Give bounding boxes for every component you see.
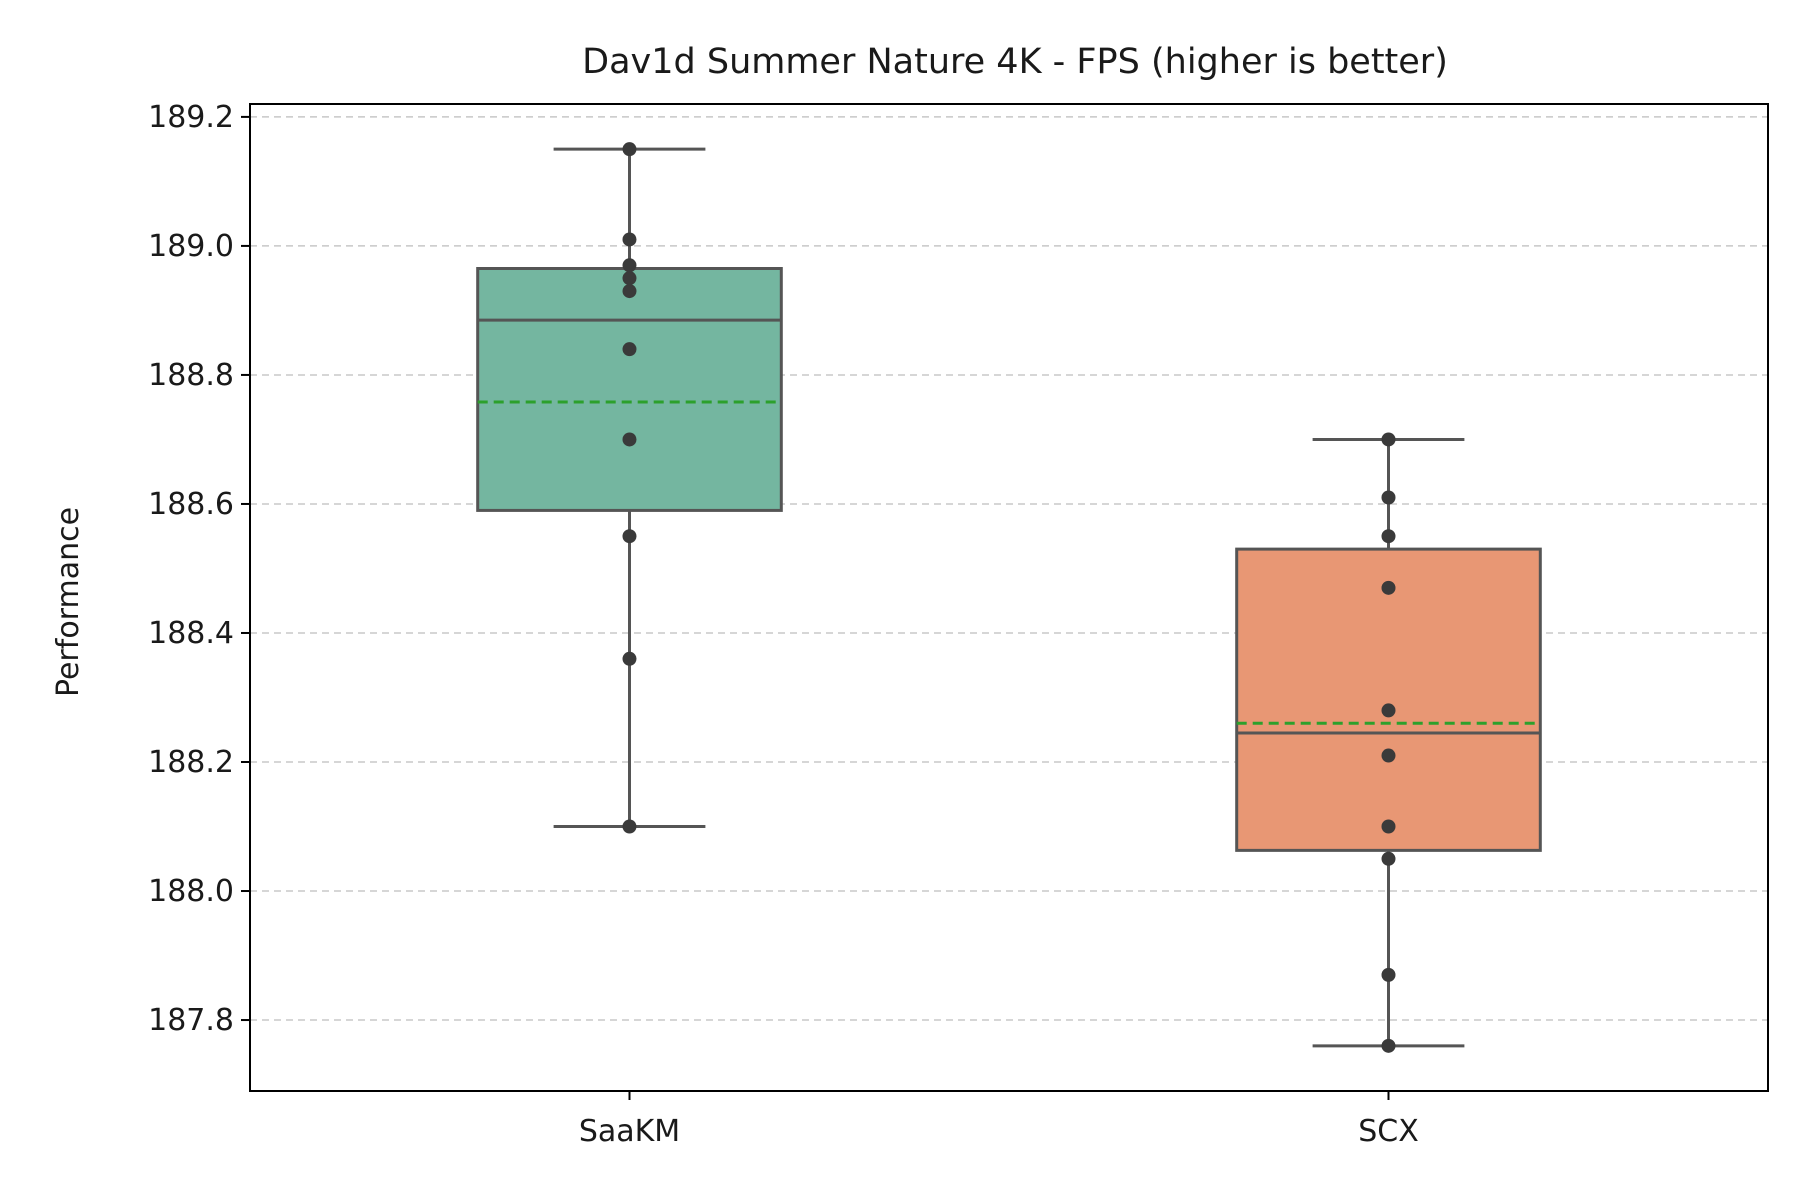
x-tick-label: SaaKM: [579, 1114, 680, 1149]
data-point: [1381, 703, 1396, 718]
data-point: [622, 142, 637, 157]
data-point: [1381, 1038, 1396, 1053]
y-tick-label: 188.2: [148, 745, 234, 780]
data-point: [622, 284, 637, 299]
chart-title: Dav1d Summer Nature 4K - FPS (higher is …: [582, 42, 1448, 82]
data-point: [1381, 819, 1396, 834]
data-point: [1381, 851, 1396, 866]
x-tick-label: SCX: [1358, 1114, 1419, 1149]
box-scx: [1235, 547, 1542, 852]
data-point: [622, 651, 637, 666]
data-point: [622, 529, 637, 544]
data-point: [622, 258, 637, 273]
data-point: [1381, 748, 1396, 763]
y-tick-label: 188.0: [148, 874, 234, 909]
data-point: [622, 271, 637, 286]
data-point: [1381, 580, 1396, 595]
data-point: [622, 819, 637, 834]
data-point: [622, 232, 637, 247]
y-axis-label: Performance: [51, 507, 86, 697]
y-tick-label: 189.2: [148, 100, 234, 135]
data-points: [622, 142, 1396, 1053]
data-point: [622, 432, 637, 447]
data-point: [622, 342, 637, 357]
data-point: [1381, 967, 1396, 982]
box-saakm: [476, 267, 783, 512]
y-tick-label: 188.4: [148, 616, 234, 651]
data-point: [1381, 529, 1396, 544]
data-point: [1381, 432, 1396, 447]
y-tick-label: 189.0: [148, 229, 234, 264]
axes: 187.8 188.0 188.2 188.4 188.6 188.8 189.0 189.2…: [148, 100, 1419, 1149]
y-tick-label: 187.8: [148, 1003, 234, 1038]
data-point: [1381, 490, 1396, 505]
boxes: [476, 147, 1542, 1048]
plot-area-frame: [249, 103, 1769, 1092]
y-tick-label: 188.8: [148, 358, 234, 393]
y-tick-label: 188.6: [148, 487, 234, 522]
